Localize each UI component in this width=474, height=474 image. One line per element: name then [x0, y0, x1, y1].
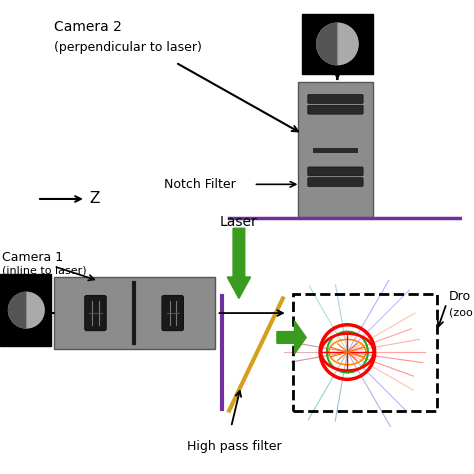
Text: Camera 1: Camera 1 — [2, 251, 63, 264]
Text: Laser: Laser — [220, 215, 258, 229]
Circle shape — [316, 22, 359, 65]
FancyBboxPatch shape — [308, 178, 363, 186]
Text: Z: Z — [90, 191, 100, 207]
Text: (inline to laser): (inline to laser) — [2, 265, 87, 275]
Polygon shape — [227, 228, 251, 299]
Text: (perpendicular to laser): (perpendicular to laser) — [54, 41, 201, 55]
Bar — [313, 148, 358, 153]
FancyBboxPatch shape — [308, 105, 363, 114]
Bar — [0, 274, 51, 346]
Wedge shape — [8, 292, 27, 328]
Text: Dro: Dro — [448, 290, 471, 303]
Text: Notch Filter: Notch Filter — [164, 178, 236, 191]
Polygon shape — [277, 321, 306, 354]
Circle shape — [8, 292, 45, 328]
Text: Camera 2: Camera 2 — [54, 20, 121, 34]
Bar — [299, 82, 373, 219]
Text: High pass filter: High pass filter — [187, 440, 282, 453]
Text: (zoo: (zoo — [448, 307, 472, 317]
Bar — [54, 277, 215, 349]
Bar — [292, 293, 437, 410]
FancyBboxPatch shape — [308, 95, 363, 103]
Bar — [302, 14, 373, 74]
FancyBboxPatch shape — [308, 167, 363, 176]
Wedge shape — [316, 22, 337, 65]
FancyBboxPatch shape — [162, 295, 183, 330]
FancyBboxPatch shape — [85, 295, 106, 330]
